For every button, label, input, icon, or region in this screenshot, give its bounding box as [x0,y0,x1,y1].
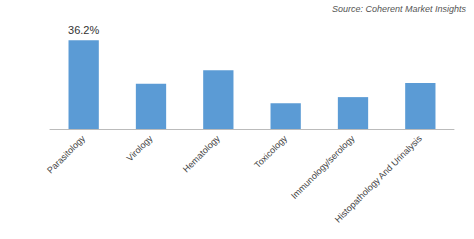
svg-text:Toxicology: Toxicology [252,133,289,170]
svg-text:36.2%: 36.2% [68,24,99,36]
svg-text:Histopathology And Urinalysis: Histopathology And Urinalysis [333,133,424,224]
svg-text:Source: Coherent Market Insigh: Source: Coherent Market Insights [332,4,467,14]
svg-text:Hematology: Hematology [181,133,222,174]
svg-text:Parasitology: Parasitology [45,133,87,175]
svg-text:Immunology/serology: Immunology/serology [289,133,357,201]
svg-text:Virology: Virology [125,133,155,163]
